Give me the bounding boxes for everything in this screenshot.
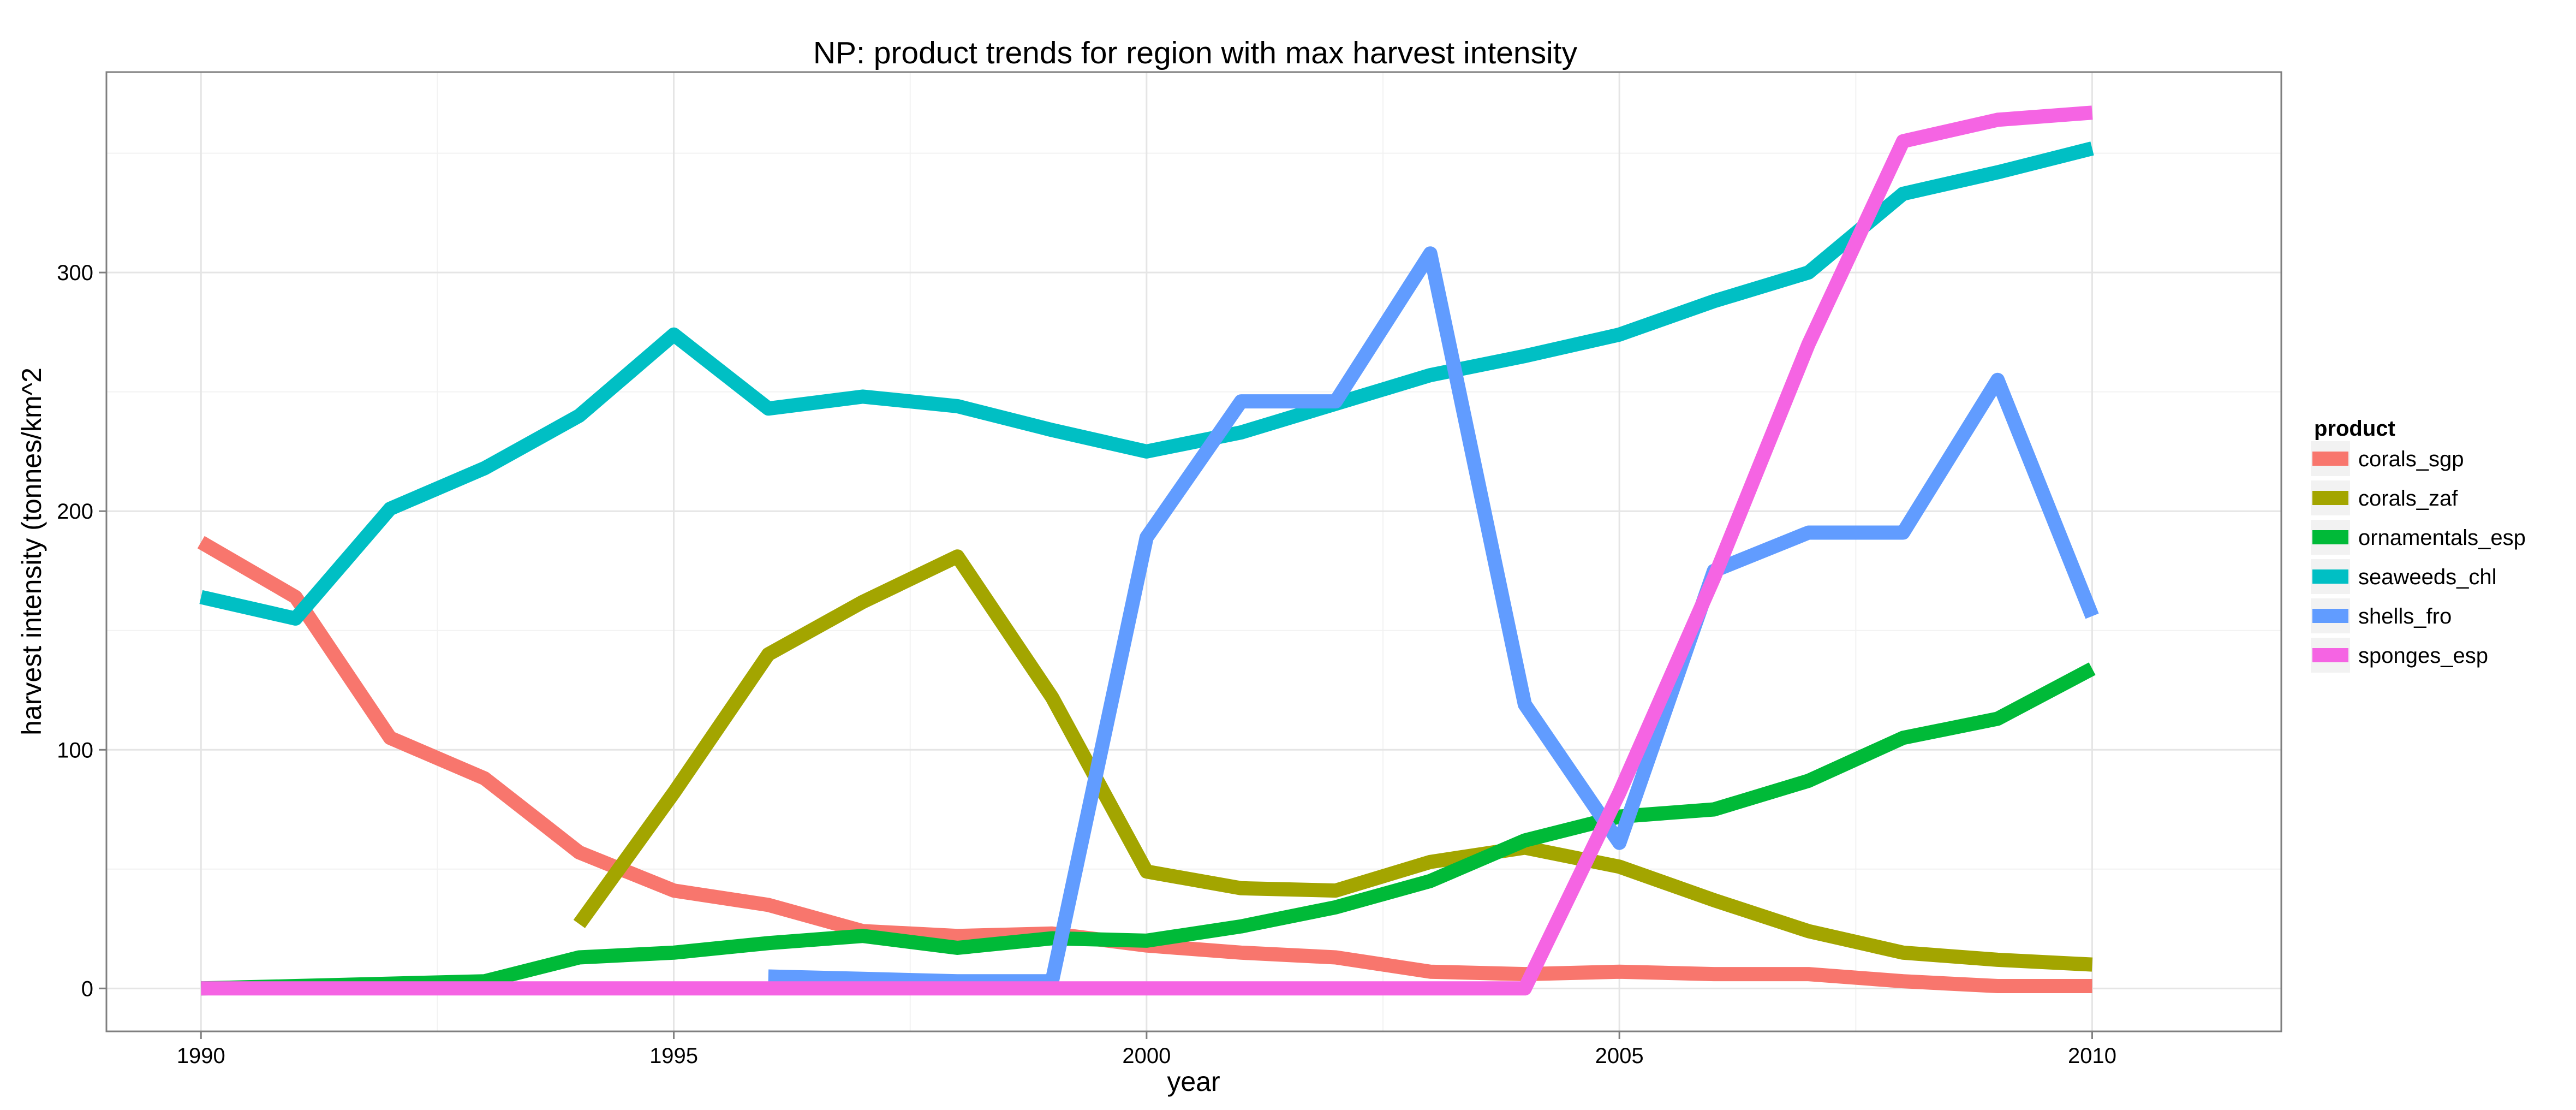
series-line-corals-zaf <box>573 549 2093 972</box>
legend-label: sponges_esp <box>2358 644 2488 668</box>
x-tick-label: 2010 <box>2068 1044 2116 1068</box>
series-line-ornamentals-esp <box>200 662 2096 996</box>
y-tick-label: 200 <box>57 500 93 524</box>
series-line-shells-fro <box>768 246 2099 989</box>
x-tick-label: 1990 <box>177 1044 225 1068</box>
plot-border <box>105 71 2282 1032</box>
x-axis: 1990 1995 2000 2005 2010 <box>177 1031 2116 1068</box>
legend-title: product <box>2314 417 2395 441</box>
series-line-sponges-esp <box>201 105 2093 996</box>
legend-label: corals_sgp <box>2358 447 2464 471</box>
chart-title: NP: product trends for region with max h… <box>813 35 1578 70</box>
y-tick-label: 300 <box>57 261 93 285</box>
legend-label: ornamentals_esp <box>2358 526 2526 550</box>
y-axis-title: harvest intensity (tonnes/km^2 <box>16 367 47 735</box>
y-tick-label: 0 <box>81 977 93 1001</box>
x-axis-title: year <box>1167 1066 1220 1097</box>
x-tick-label: 2005 <box>1595 1044 1644 1068</box>
legend-label: corals_zaf <box>2358 486 2458 511</box>
y-axis: 0 100 200 300 <box>57 261 106 1001</box>
legend: product corals_sgp corals_zaf ornamentals_… <box>2310 417 2526 674</box>
series-lines <box>197 105 2099 996</box>
plot-background <box>106 72 2281 1031</box>
legend-label: shells_fro <box>2358 604 2452 628</box>
series-line-seaweeds-chl <box>199 141 2094 626</box>
y-tick-label: 100 <box>57 738 93 762</box>
x-tick-label: 1995 <box>649 1044 698 1068</box>
legend-label: seaweeds_chl <box>2358 565 2497 589</box>
x-tick-label: 2000 <box>1122 1044 1171 1068</box>
